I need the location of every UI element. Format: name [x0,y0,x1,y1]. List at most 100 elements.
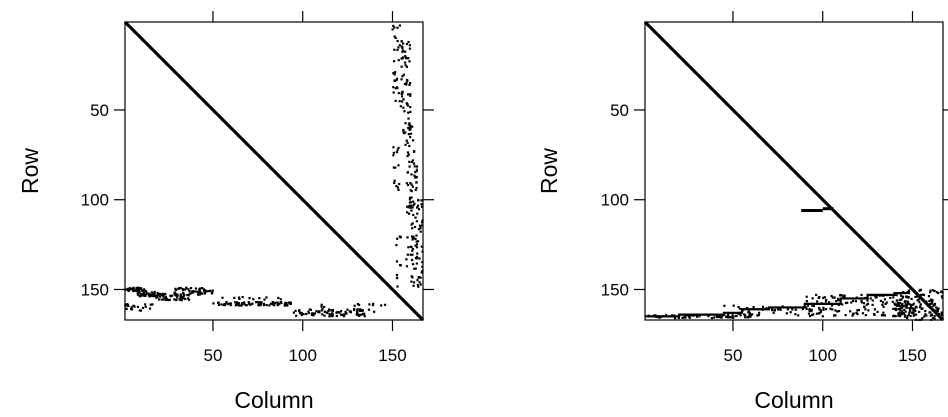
data-point [881,301,885,304]
data-point [186,293,189,297]
data-point [410,275,413,278]
data-point [817,296,820,299]
data-point [927,295,931,298]
data-point [396,26,399,29]
data-point [157,298,161,301]
data-point [937,307,940,310]
data-point [416,252,419,255]
data-point [833,314,836,317]
data-point [141,293,144,296]
data-point [836,297,840,300]
data-point [415,240,418,243]
data-point [278,302,281,306]
data-point [225,301,228,304]
data-point [929,302,932,306]
data-point [368,303,371,306]
data-point [256,301,259,304]
data-point [407,123,410,126]
data-point [177,287,180,290]
data-point [237,302,240,305]
data-point [420,199,423,202]
y-tick-label: 50 [610,101,629,120]
data-point [153,292,156,295]
data-point [687,315,690,318]
data-point [271,301,275,304]
data-point [408,196,412,199]
data-point [247,301,250,304]
data-point [794,308,797,311]
data-point [908,302,911,306]
data-point [905,316,909,320]
data-point [401,47,404,50]
data-point [746,306,749,310]
data-point [748,313,752,317]
data-point [786,308,790,311]
data-point [850,301,853,304]
data-point [144,305,147,308]
data-point [323,314,326,317]
data-point [145,292,148,295]
data-point [410,280,413,283]
data-point [916,299,919,302]
data-point [392,146,395,149]
data-point [344,310,347,313]
data-point [136,305,140,309]
data-point [408,204,411,207]
data-point [173,292,176,295]
data-point [240,302,244,305]
data-point [217,301,220,304]
x-tick-label: 50 [724,346,743,365]
data-point [411,263,415,266]
data-point [404,55,407,58]
data-point [183,288,186,291]
data-point [897,307,901,311]
data-point [413,225,417,229]
data-point [710,316,714,320]
data-point [818,306,821,310]
data-point [223,303,227,307]
data-point [665,314,668,317]
data-point [331,312,334,315]
data-point [398,44,401,47]
data-point [258,297,261,300]
data-point [393,181,396,185]
data-point [919,305,922,308]
data-point [411,238,414,241]
data-point [405,83,408,86]
data-point [413,174,416,177]
x-tick-label: 100 [289,346,317,365]
data-point [654,314,657,317]
y-axis-title-left: Row [17,148,43,194]
data-point [932,316,935,320]
data-point [398,182,401,186]
data-point [869,297,872,300]
data-point [138,295,141,298]
data-point [743,313,746,316]
data-point [220,303,223,306]
data-point [861,312,865,315]
data-point [263,298,266,301]
data-point [353,308,356,311]
data-point [415,234,418,237]
data-point [805,307,808,311]
data-point [405,78,409,82]
data-point [681,316,684,319]
data-point [138,309,141,312]
panel-right: 50 100 150 50 100 150 Column Row [536,11,948,413]
data-point [400,78,403,81]
data-point [815,293,818,297]
x-axis-title-left: Column [234,387,313,413]
data-point [187,298,191,301]
data-point [416,240,420,243]
data-point [892,307,895,311]
data-point [903,300,906,304]
data-point [404,143,407,146]
data-point [126,303,129,306]
data-point [413,267,416,270]
data-point [146,292,149,295]
data-point [684,316,687,319]
data-point [407,93,410,96]
data-point [156,291,159,295]
data-point [410,258,414,262]
data-point [400,57,403,60]
